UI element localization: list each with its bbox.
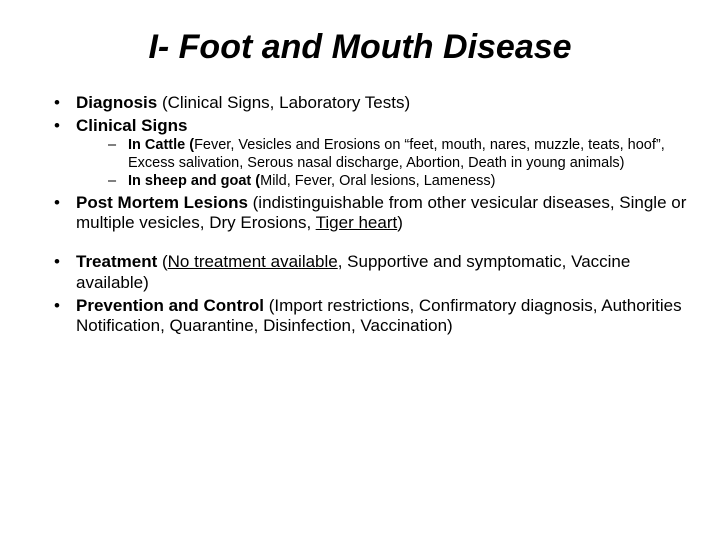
diagnosis-label: Diagnosis: [76, 93, 157, 112]
pml-tiger-heart: Tiger heart: [316, 213, 398, 232]
slide-title: I- Foot and Mouth Disease: [32, 28, 688, 67]
treatment-no-treatment: No treatment available: [168, 252, 338, 271]
pml-label: Post Mortem Lesions: [76, 193, 248, 212]
cattle-detail: Fever, Vesicles and Erosions on “feet, m…: [128, 137, 665, 170]
cattle-label: In Cattle (: [128, 137, 194, 153]
prevention-label: Prevention and Control: [76, 296, 264, 315]
clinical-signs-label: Clinical Signs: [76, 116, 187, 135]
bullet-prevention: Prevention and Control (Import restricti…: [54, 296, 688, 337]
bullet-post-mortem: Post Mortem Lesions (indistinguishable f…: [54, 193, 688, 234]
treatment-label: Treatment: [76, 252, 157, 271]
treatment-detail-1: (: [157, 252, 167, 271]
sub-sheep-goat: In sheep and goat (Mild, Fever, Oral les…: [108, 173, 688, 190]
bullet-treatment: Treatment (No treatment available, Suppo…: [54, 252, 688, 293]
bullet-diagnosis: Diagnosis (Clinical Signs, Laboratory Te…: [54, 93, 688, 114]
pml-detail-2: ): [397, 213, 403, 232]
sheep-detail: Mild, Fever, Oral lesions, Lameness): [260, 173, 495, 189]
sub-cattle: In Cattle (Fever, Vesicles and Erosions …: [108, 137, 688, 172]
diagnosis-detail: (Clinical Signs, Laboratory Tests): [157, 93, 410, 112]
bullet-list: Diagnosis (Clinical Signs, Laboratory Te…: [32, 93, 688, 234]
spacer: [32, 236, 688, 252]
sheep-label: In sheep and goat (: [128, 173, 260, 189]
bullet-clinical-signs: Clinical Signs In Cattle (Fever, Vesicle…: [54, 116, 688, 191]
bullet-list-2: Treatment (No treatment available, Suppo…: [32, 252, 688, 337]
clinical-signs-sublist: In Cattle (Fever, Vesicles and Erosions …: [76, 137, 688, 190]
